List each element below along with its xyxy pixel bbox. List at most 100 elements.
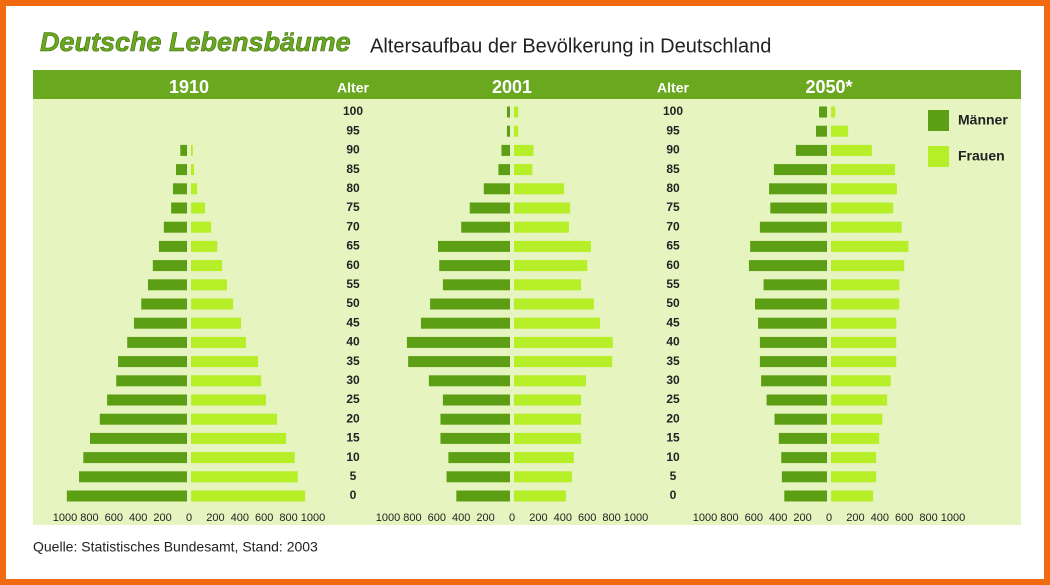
age-label: 35 bbox=[346, 354, 360, 368]
age-label: 55 bbox=[346, 277, 360, 291]
x-tick-label: 600 bbox=[428, 512, 446, 524]
age-label: 40 bbox=[346, 335, 360, 349]
bar-men bbox=[456, 490, 510, 502]
bar-men bbox=[778, 432, 827, 444]
banner bbox=[33, 70, 1021, 99]
age-axis-label: Alter bbox=[337, 80, 369, 96]
bar-men bbox=[759, 221, 827, 233]
x-tick-label: 0 bbox=[509, 512, 515, 524]
bar-men bbox=[133, 317, 187, 329]
legend-label: Männer bbox=[958, 112, 1008, 128]
bar-women bbox=[514, 202, 571, 214]
bar-men bbox=[766, 394, 827, 406]
age-label: 15 bbox=[346, 431, 360, 445]
bar-men bbox=[440, 413, 510, 425]
bar-men bbox=[118, 356, 187, 368]
legend-label: Frauen bbox=[958, 148, 1005, 164]
age-label: 40 bbox=[666, 335, 680, 349]
bar-men bbox=[439, 260, 510, 272]
bar-women bbox=[191, 413, 278, 425]
bar-women bbox=[514, 432, 582, 444]
bar-men bbox=[147, 279, 187, 291]
x-tick-label: 600 bbox=[745, 512, 763, 524]
bar-men bbox=[158, 240, 187, 252]
bar-men bbox=[781, 471, 827, 483]
bar-men bbox=[758, 317, 827, 329]
bar-women bbox=[191, 375, 262, 387]
bar-men bbox=[761, 375, 827, 387]
bar-women bbox=[191, 183, 198, 195]
x-tick-label: 400 bbox=[129, 512, 147, 524]
age-label: 20 bbox=[666, 411, 680, 425]
bar-men bbox=[180, 144, 187, 156]
bar-men bbox=[438, 240, 510, 252]
bar-men bbox=[461, 221, 510, 233]
bar-women bbox=[191, 202, 206, 214]
bar-men bbox=[176, 164, 187, 176]
bar-women bbox=[514, 221, 569, 233]
x-tick-label: 200 bbox=[206, 512, 224, 524]
x-tick-label: 800 bbox=[403, 512, 421, 524]
age-label: 75 bbox=[346, 200, 360, 214]
age-label: 0 bbox=[350, 488, 357, 502]
panel-title: 2001 bbox=[492, 77, 532, 97]
bar-men bbox=[506, 125, 510, 137]
bar-women bbox=[191, 260, 223, 272]
bar-women bbox=[831, 164, 896, 176]
x-tick-label: 400 bbox=[769, 512, 787, 524]
bar-men bbox=[442, 279, 510, 291]
bar-men bbox=[440, 432, 510, 444]
bar-men bbox=[498, 164, 510, 176]
x-tick-label: 200 bbox=[793, 512, 811, 524]
x-tick-label: 200 bbox=[529, 512, 547, 524]
bar-men bbox=[769, 183, 827, 195]
bar-men bbox=[430, 298, 510, 310]
bar-men bbox=[759, 336, 827, 348]
age-label: 80 bbox=[346, 181, 360, 195]
bar-women bbox=[191, 298, 234, 310]
bar-women bbox=[191, 240, 218, 252]
bar-men bbox=[171, 202, 187, 214]
bar-women bbox=[831, 336, 897, 348]
x-tick-label: 200 bbox=[476, 512, 494, 524]
age-label: 45 bbox=[666, 315, 680, 329]
age-label: 0 bbox=[670, 488, 677, 502]
bar-men bbox=[141, 298, 187, 310]
bar-women bbox=[191, 432, 287, 444]
x-tick-label: 1000 bbox=[301, 512, 325, 524]
x-tick-label: 1000 bbox=[376, 512, 400, 524]
bar-women bbox=[831, 260, 905, 272]
x-tick-label: 800 bbox=[720, 512, 738, 524]
bar-men bbox=[446, 471, 510, 483]
bar-women bbox=[191, 279, 227, 291]
bar-women bbox=[191, 356, 259, 368]
bar-women bbox=[191, 471, 298, 483]
age-label: 90 bbox=[666, 143, 680, 157]
bar-women bbox=[514, 260, 588, 272]
x-tick-label: 800 bbox=[602, 512, 620, 524]
x-tick-label: 600 bbox=[895, 512, 913, 524]
bar-women bbox=[191, 221, 212, 233]
x-tick-label: 400 bbox=[871, 512, 889, 524]
bar-women bbox=[514, 471, 572, 483]
bar-women bbox=[831, 183, 897, 195]
bar-women bbox=[831, 125, 849, 137]
bar-men bbox=[428, 375, 510, 387]
bar-men bbox=[408, 356, 510, 368]
bar-men bbox=[66, 490, 187, 502]
x-tick-label: 1000 bbox=[693, 512, 717, 524]
panel-title: 1910 bbox=[169, 77, 209, 97]
bar-men bbox=[773, 164, 827, 176]
bar-men bbox=[755, 298, 827, 310]
bar-men bbox=[770, 202, 827, 214]
x-tick-label: 600 bbox=[255, 512, 273, 524]
bar-women bbox=[514, 183, 565, 195]
age-label: 100 bbox=[663, 104, 683, 118]
age-label: 20 bbox=[346, 411, 360, 425]
chart-title: Deutsche Lebensbäume bbox=[40, 27, 351, 57]
bar-men bbox=[784, 490, 827, 502]
bar-men bbox=[763, 279, 827, 291]
age-label: 70 bbox=[666, 219, 680, 233]
bar-men bbox=[172, 183, 187, 195]
